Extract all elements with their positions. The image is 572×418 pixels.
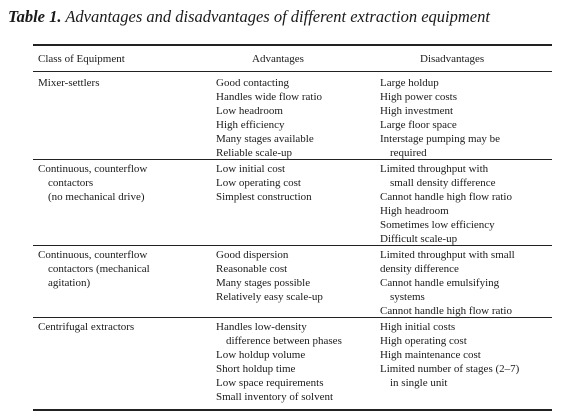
cell-line: High investment [380, 105, 454, 118]
cell-line: Short holdup time [216, 363, 296, 376]
cell-line: contactors (mechanical [48, 263, 150, 276]
cell-line: agitation) [48, 277, 91, 290]
cell-line: Limited throughput with [380, 163, 489, 175]
header-advantages: Advantages [252, 53, 304, 65]
cell-line: Cannot handle high flow ratio [380, 305, 512, 318]
cell-line: in single unit [390, 377, 448, 390]
cell-line: Cannot handle emulsifying [380, 277, 500, 290]
cell-line: Continuous, counterflow [38, 163, 148, 175]
cell-line: Many stages possible [216, 277, 311, 290]
cell-line: Interstage pumping may be [380, 133, 501, 146]
cell-line: Cannot handle high flow ratio [380, 191, 512, 204]
cell-line: Large holdup [380, 77, 439, 89]
cell-line: Sometimes low efficiency [380, 219, 495, 232]
cell-line: Simplest construction [216, 191, 312, 204]
table-caption: Table 1. Advantages and disadvantages of… [8, 6, 490, 28]
cell-line: density difference [380, 263, 459, 276]
cell-line: Reliable scale-up [216, 147, 293, 160]
cell-line: High efficiency [216, 119, 285, 132]
cell-line: Small inventory of solvent [216, 391, 334, 404]
cell-line: Many stages available [216, 133, 314, 146]
disadvantages-cell: High initial costs High operating cost Hig… [380, 320, 519, 390]
cell-line: Low operating cost [216, 177, 301, 190]
cell-line: High initial costs [380, 321, 456, 333]
cell-line: High operating cost [380, 335, 467, 348]
header-class-of-equipment: Class of Equipment [38, 53, 125, 65]
table-caption-label: Table 1. [8, 7, 62, 26]
cell-line: Mixer-settlers [38, 77, 100, 89]
cell-line: contactors [48, 177, 94, 190]
table-top-rule [33, 44, 552, 46]
cell-line: difference between phases [226, 335, 342, 348]
class-cell: Centrifugal extractors [38, 320, 134, 334]
cell-line: required [390, 147, 427, 160]
cell-line: Good dispersion [216, 249, 289, 261]
class-cell: Continuous, counterflow contactors (mecha… [38, 248, 150, 290]
cell-line: Limited throughput with small [380, 249, 515, 261]
header-disadvantages: Disadvantages [420, 53, 485, 65]
disadvantages-cell: Limited throughput with small density dif… [380, 248, 515, 318]
cell-line: Low space requirements [216, 377, 324, 390]
row-separator-rule [33, 317, 552, 318]
cell-line: Centrifugal extractors [38, 321, 135, 333]
cell-line: Handles wide flow ratio [216, 91, 322, 104]
cell-line: small density difference [390, 177, 496, 190]
cell-line: Handles low-density [216, 321, 307, 333]
class-cell: Mixer-settlers [38, 76, 99, 90]
table-caption-title: Advantages and disadvantages of differen… [65, 7, 490, 26]
cell-line: Low holdup volume [216, 349, 306, 362]
cell-line: Continuous, counterflow [38, 249, 148, 261]
cell-line: Low headroom [216, 105, 283, 118]
cell-line: Difficult scale-up [380, 233, 458, 246]
cell-line: Good contacting [216, 77, 290, 89]
class-cell: Continuous, counterflow contactors (no mec… [38, 162, 147, 204]
table-bottom-rule [33, 409, 552, 411]
cell-line: High maintenance cost [380, 349, 481, 362]
disadvantages-cell: Limited throughput with small density dif… [380, 162, 512, 247]
row-separator-rule [33, 159, 552, 160]
cell-line: Limited number of stages (2–7) [380, 363, 520, 376]
row-separator-rule [33, 245, 552, 246]
cell-line: systems [390, 291, 425, 304]
advantages-cell: Good dispersion Reasonable cost Many stage… [216, 248, 323, 304]
advantages-cell: Good contacting Handles wide flow ratio Lo… [216, 76, 322, 161]
cell-line: Low initial cost [216, 163, 286, 175]
disadvantages-cell: Large holdup High power costs High investm… [380, 76, 500, 161]
cell-line: (no mechanical drive) [48, 191, 145, 204]
advantages-cell: Low initial cost Low operating cost Simple… [216, 162, 312, 204]
cell-line: High headroom [380, 205, 449, 218]
cell-line: Large floor space [380, 119, 457, 132]
cell-line: High power costs [380, 91, 457, 104]
cell-line: Reasonable cost [216, 263, 288, 276]
cell-line: Relatively easy scale-up [216, 291, 323, 304]
advantages-cell: Handles low-density difference between ph… [216, 320, 342, 405]
header-rule [33, 71, 552, 72]
